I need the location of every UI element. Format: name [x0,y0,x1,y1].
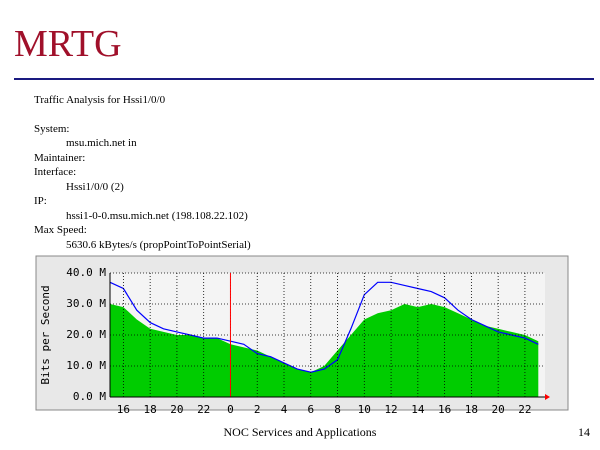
x-tick-label: 18 [465,403,478,416]
y-tick-label: 10.0 M [66,359,106,372]
field-label: Interface: [34,166,77,178]
info-block: Traffic Analysis for Hssi1/0/0 System: ms… [34,93,251,252]
x-tick-label: 2 [254,403,261,416]
slide-title: MRTG [14,23,122,65]
x-tick-label: 4 [281,403,288,416]
footer-text: NOC Services and Applications [223,425,377,439]
x-tick-label: 18 [144,403,157,416]
y-axis-label: Bits per Second [39,285,52,384]
field-label: Max Speed: [34,224,87,236]
x-tick-label: 16 [117,403,130,416]
x-tick-label: 22 [518,403,531,416]
field-value: msu.mich.net in [66,137,137,149]
axis-arrow [545,394,550,400]
field-label: Maintainer: [34,151,86,164]
field-label: System: [34,122,70,135]
x-tick-label: 22 [197,403,210,416]
y-tick-label: 30.0 M [66,297,106,310]
y-tick-label: 40.0 M [66,266,106,279]
x-tick-label: 6 [307,403,314,416]
field-value: 5630.6 kBytes/s (propPointToPointSerial) [66,238,251,251]
in-traffic-area [110,304,539,397]
out-traffic-line [109,281,539,373]
info-heading: Traffic Analysis for Hssi1/0/0 [34,94,166,106]
x-tick-label: 14 [411,403,425,416]
x-tick-label: 20 [492,403,505,416]
x-tick-label: 10 [358,403,371,416]
field-label: IP: [34,195,47,207]
y-tick-label: 20.0 M [66,328,106,341]
x-tick-label: 16 [438,403,451,416]
field-value: hssi1-0-0.msu.mich.net (198.108.22.102) [66,209,248,222]
x-tick-label: 20 [170,403,183,416]
y-tick-label: 0.0 M [73,390,106,403]
title-rule [14,78,594,80]
field-value: Hssi1/0/0 (2) [66,180,124,193]
page-number: 14 [578,425,590,439]
x-tick-label: 8 [334,403,341,416]
x-tick-label: 12 [384,403,397,416]
chart: Bits per Second 0.0 M 10.0 M 20.0 M 30.0 M 4… [35,255,569,416]
x-tick-label: 0 [227,403,234,416]
